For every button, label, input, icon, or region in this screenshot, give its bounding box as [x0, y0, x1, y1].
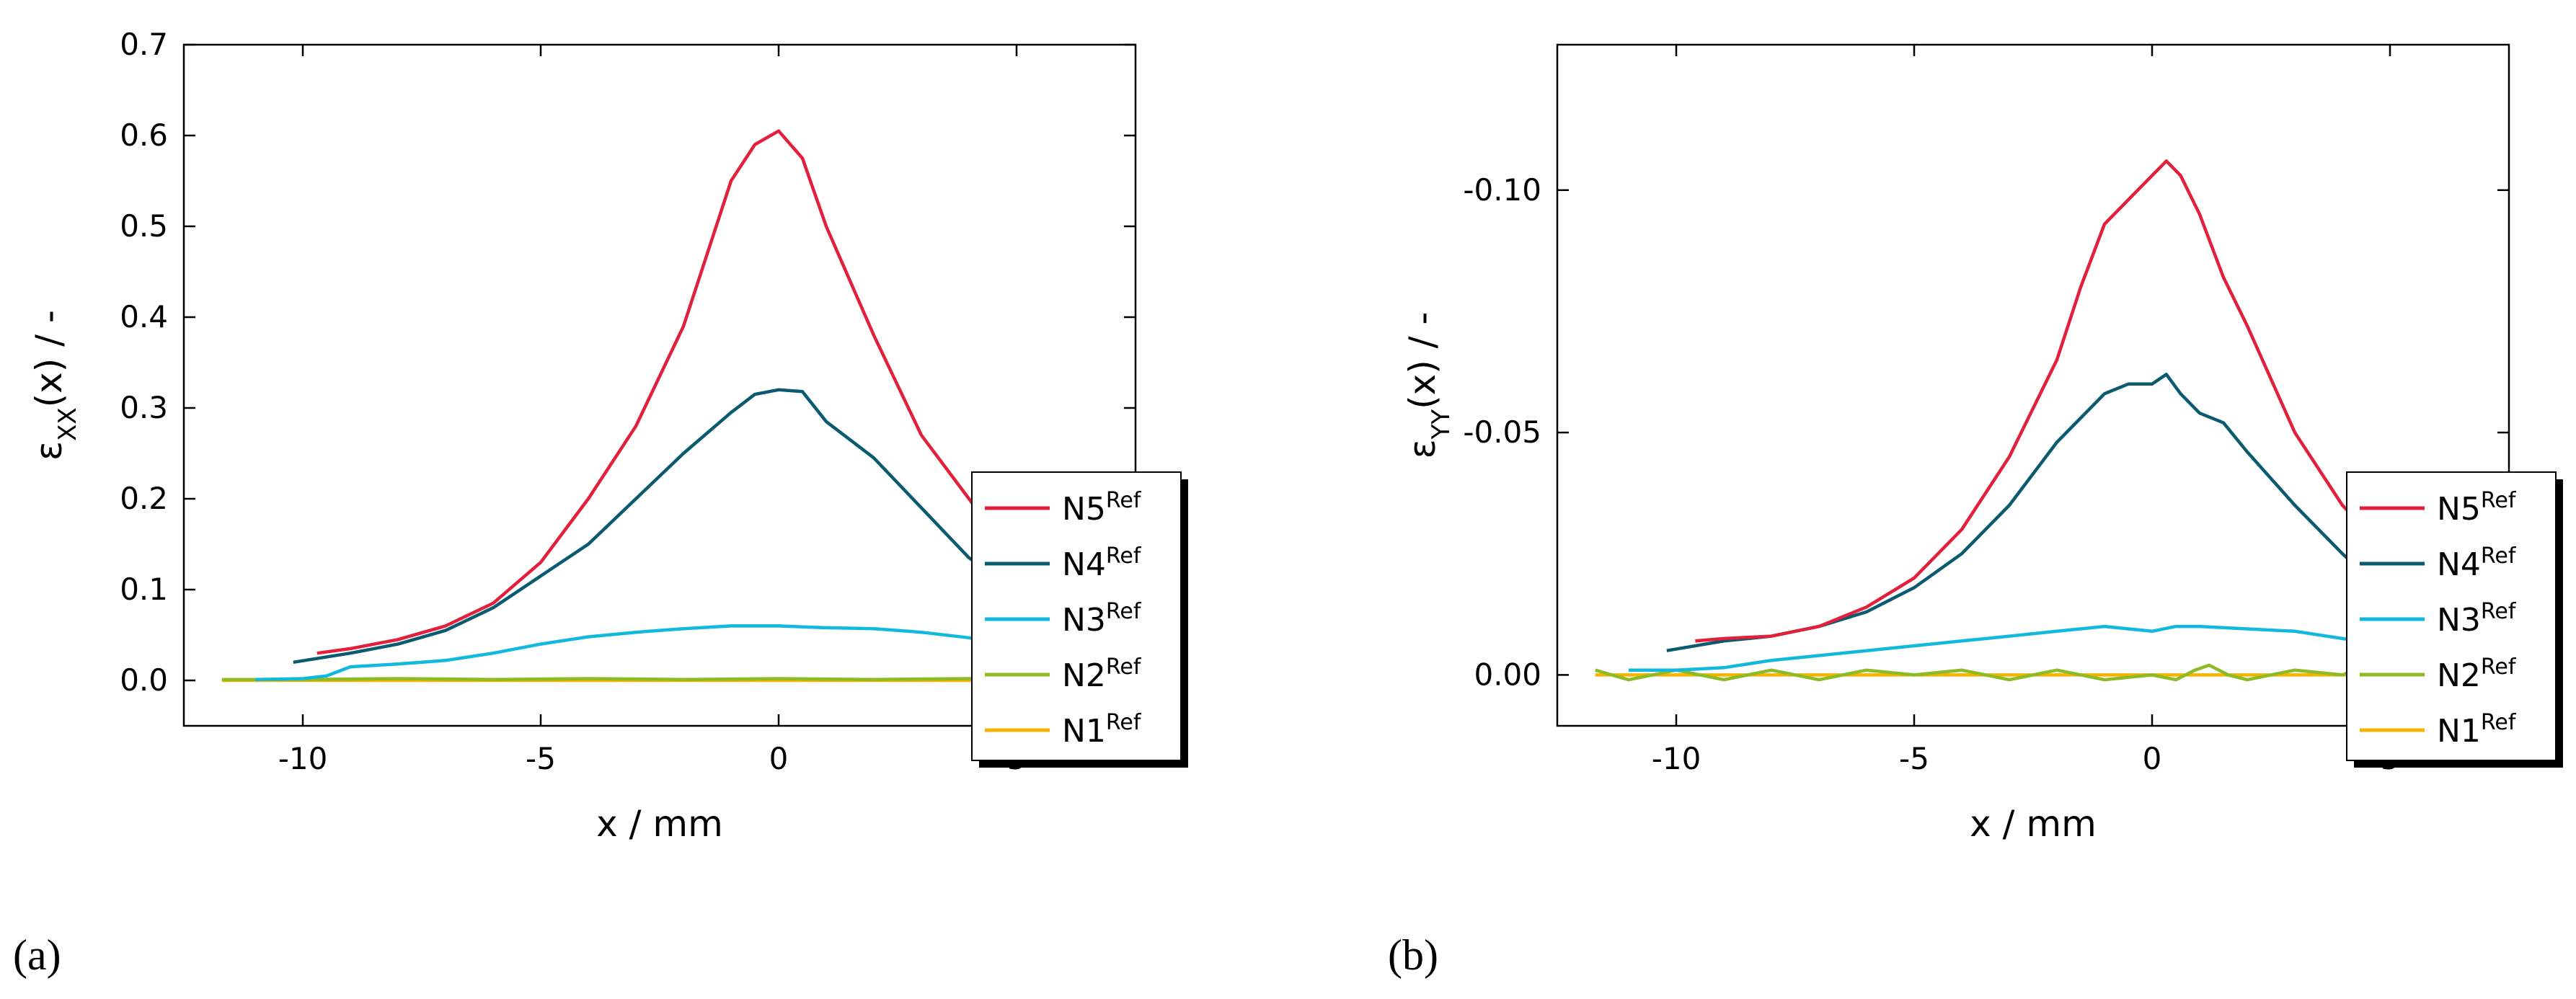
- series-line-n4: [1666, 373, 2463, 652]
- y-axis-label: εXX(x) / -: [28, 310, 82, 461]
- legend-label-n3: N3Ref: [1062, 599, 1142, 639]
- legend-label-n5: N5Ref: [2437, 488, 2517, 528]
- x-tick-label: 0: [2143, 741, 2162, 776]
- y-tick-label: 0.2: [120, 481, 168, 516]
- x-axis-label: x / mm: [596, 803, 723, 845]
- series-line-n5: [1695, 159, 2477, 643]
- legend-label-n4: N4Ref: [1062, 543, 1142, 584]
- series-line-n3: [254, 624, 1046, 681]
- series-line-n3: [1629, 624, 2419, 672]
- plot-frame: [182, 43, 1137, 727]
- legend-label-n5: N5Ref: [1062, 488, 1142, 528]
- panel-label: (a): [13, 931, 61, 979]
- series-line-n4: [293, 388, 1089, 665]
- series-line-n5: [317, 129, 1103, 655]
- legend-box: [971, 471, 1182, 761]
- chart-panel-1: -10-5050.00.10.20.30.40.50.60.7x / mmεXX…: [13, 27, 1188, 979]
- legend-label-n2: N2Ref: [2437, 654, 2517, 695]
- x-tick-label: -10: [278, 741, 328, 776]
- y-tick-label: 0.6: [120, 117, 168, 153]
- panel-label: (b): [1388, 931, 1438, 979]
- legend: N5Ref N4Ref N3Ref N2Ref N1Ref: [2346, 471, 2563, 768]
- y-tick-label: 0.00: [1474, 657, 1541, 692]
- y-tick-label: 0.4: [120, 299, 168, 334]
- legend-label-n1: N1Ref: [1062, 710, 1142, 750]
- legend-label-n1: N1Ref: [2437, 710, 2517, 750]
- series-line-n2: [1595, 663, 2414, 682]
- y-axis-label: εYY(x) / -: [1402, 312, 1456, 459]
- plot-frame: [1556, 43, 2510, 727]
- y-tick-label: -0.05: [1463, 414, 1541, 450]
- x-tick-label: -5: [526, 741, 556, 776]
- y-tick-label: 0.0: [120, 662, 168, 698]
- x-tick-label: 0: [769, 741, 789, 776]
- y-tick-label: 0.7: [120, 27, 168, 62]
- legend-label-n3: N3Ref: [2437, 599, 2517, 639]
- series-line-n2: [221, 677, 1040, 681]
- x-axis-label: x / mm: [1970, 803, 2097, 845]
- legend: N5Ref N4Ref N3Ref N2Ref N1Ref: [971, 471, 1188, 768]
- legend-box: [2346, 471, 2557, 761]
- y-tick-label: 0.5: [120, 208, 168, 244]
- y-tick-label: -0.10: [1463, 172, 1541, 208]
- legend-label-n2: N2Ref: [1062, 654, 1142, 695]
- x-tick-label: -10: [1652, 741, 1701, 776]
- x-tick-label: -5: [1899, 741, 1929, 776]
- y-tick-label: 0.1: [120, 572, 168, 607]
- legend-label-n4: N4Ref: [2437, 543, 2517, 584]
- y-tick-label: 0.3: [120, 390, 168, 425]
